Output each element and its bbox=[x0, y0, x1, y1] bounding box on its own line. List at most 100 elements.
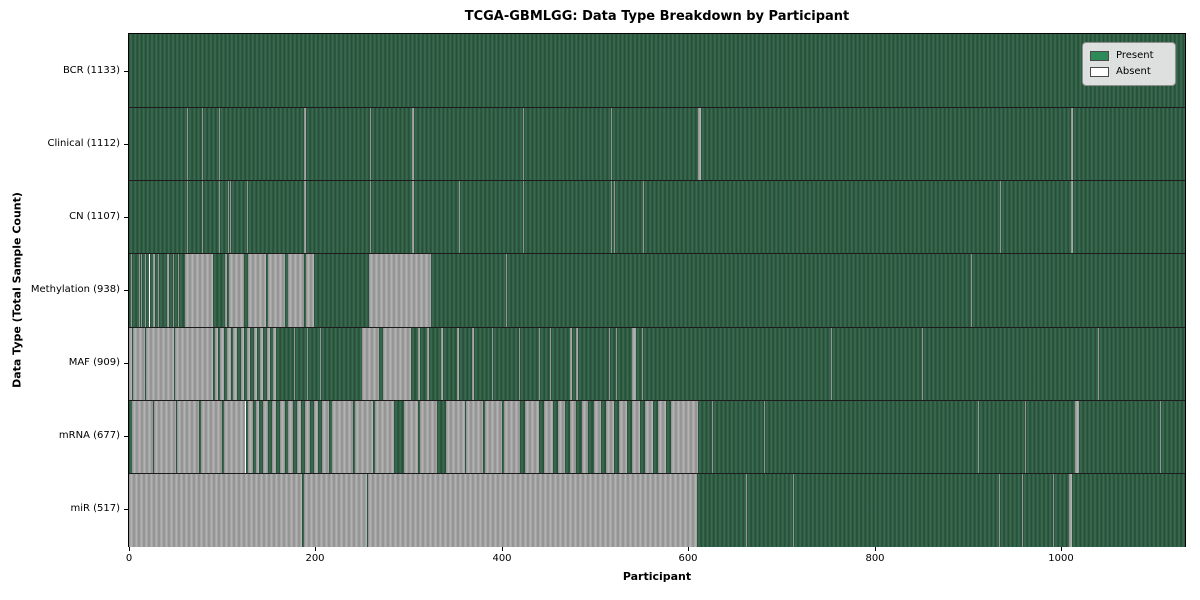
x-axis-title: Participant bbox=[622, 570, 692, 583]
absent-segment bbox=[763, 400, 765, 474]
absent-segment bbox=[518, 327, 520, 401]
absent-segment bbox=[132, 327, 145, 401]
present-segment bbox=[187, 181, 202, 255]
present-segment bbox=[371, 181, 413, 255]
row-mRNA bbox=[129, 399, 1185, 474]
x-tick bbox=[1061, 547, 1062, 551]
x-tick bbox=[875, 547, 876, 551]
present-segment bbox=[971, 254, 1185, 328]
absent-segment bbox=[1098, 327, 1100, 401]
present-segment bbox=[1072, 473, 1185, 547]
present-segment bbox=[144, 327, 146, 401]
present-segment bbox=[652, 400, 659, 474]
absent-segment bbox=[1071, 108, 1074, 182]
x-tick bbox=[502, 547, 503, 551]
present-segment bbox=[1073, 108, 1185, 182]
present-segment bbox=[483, 400, 486, 474]
present-segment bbox=[136, 254, 140, 328]
absent-segment bbox=[370, 181, 372, 255]
absent-segment bbox=[412, 108, 415, 182]
absent-segment bbox=[293, 327, 295, 401]
present-segment bbox=[256, 327, 261, 401]
present-segment bbox=[204, 181, 220, 255]
present-segment bbox=[571, 327, 577, 401]
legend: Present Absent bbox=[1082, 42, 1176, 86]
absent-segment bbox=[186, 181, 188, 255]
absent-segment bbox=[305, 400, 310, 474]
present-segment bbox=[697, 400, 713, 474]
present-segment bbox=[443, 327, 458, 401]
absent-segment bbox=[492, 327, 494, 401]
present-segment bbox=[173, 254, 179, 328]
present-segment bbox=[614, 181, 644, 255]
present-segment bbox=[576, 400, 582, 474]
absent-segment bbox=[471, 327, 474, 401]
absent-segment bbox=[671, 400, 698, 474]
row-miR bbox=[129, 472, 1185, 547]
absent-segment bbox=[224, 400, 246, 474]
present-segment bbox=[551, 327, 570, 401]
y-tick bbox=[124, 363, 128, 364]
absent-segment bbox=[247, 327, 251, 401]
absent-segment bbox=[427, 327, 430, 401]
y-tick bbox=[124, 71, 128, 72]
present-segment bbox=[302, 473, 305, 547]
present-segment bbox=[473, 327, 493, 401]
absent-segment bbox=[172, 254, 174, 328]
present-segment bbox=[276, 327, 294, 401]
x-tick-label: 1000 bbox=[1048, 553, 1074, 564]
absent-segment bbox=[1075, 400, 1079, 474]
y-tick bbox=[124, 144, 128, 145]
present-segment bbox=[202, 181, 204, 255]
present-segment bbox=[411, 327, 418, 401]
absent-segment bbox=[228, 254, 244, 328]
present-segment bbox=[524, 108, 561, 182]
absent-segment bbox=[417, 327, 420, 401]
present-segment bbox=[414, 108, 524, 182]
absent-segment bbox=[550, 327, 552, 401]
present-segment bbox=[1025, 400, 1075, 474]
present-segment bbox=[237, 327, 241, 401]
present-segment bbox=[198, 400, 201, 474]
absent-segment bbox=[226, 327, 231, 401]
absent-segment bbox=[288, 400, 294, 474]
present-segment bbox=[831, 327, 923, 401]
absent-segment bbox=[255, 400, 260, 474]
present-segment bbox=[129, 34, 1185, 108]
absent-segment bbox=[313, 400, 319, 474]
absent-segment bbox=[229, 181, 231, 255]
absent-segment bbox=[610, 108, 612, 182]
legend-swatch-present bbox=[1090, 51, 1109, 61]
present-segment bbox=[222, 400, 225, 474]
present-segment bbox=[129, 181, 187, 255]
present-segment bbox=[230, 327, 234, 401]
present-segment bbox=[250, 327, 254, 401]
present-segment bbox=[626, 400, 633, 474]
absent-segment bbox=[645, 400, 653, 474]
absent-segment bbox=[1052, 473, 1054, 547]
absent-segment bbox=[321, 400, 330, 474]
legend-item-absent: Absent bbox=[1090, 64, 1168, 80]
absent-segment bbox=[746, 473, 747, 547]
absent-segment bbox=[615, 108, 617, 182]
present-segment bbox=[263, 327, 267, 401]
absent-segment bbox=[616, 327, 618, 401]
row-Clinical bbox=[129, 107, 1185, 182]
absent-segment bbox=[412, 181, 415, 255]
present-segment bbox=[417, 400, 420, 474]
present-segment bbox=[248, 181, 305, 255]
present-segment bbox=[609, 327, 617, 401]
present-segment bbox=[414, 181, 459, 255]
absent-segment bbox=[271, 400, 277, 474]
present-segment bbox=[393, 400, 404, 474]
present-segment bbox=[713, 400, 764, 474]
present-segment bbox=[1078, 400, 1160, 474]
absent-segment bbox=[130, 254, 132, 328]
present-segment bbox=[306, 108, 371, 182]
present-segment bbox=[923, 327, 1099, 401]
absent-segment bbox=[375, 400, 394, 474]
y-tick-label-Clinical: Clinical (1112) bbox=[47, 138, 121, 149]
absent-segment bbox=[144, 254, 146, 328]
present-segment bbox=[458, 327, 472, 401]
